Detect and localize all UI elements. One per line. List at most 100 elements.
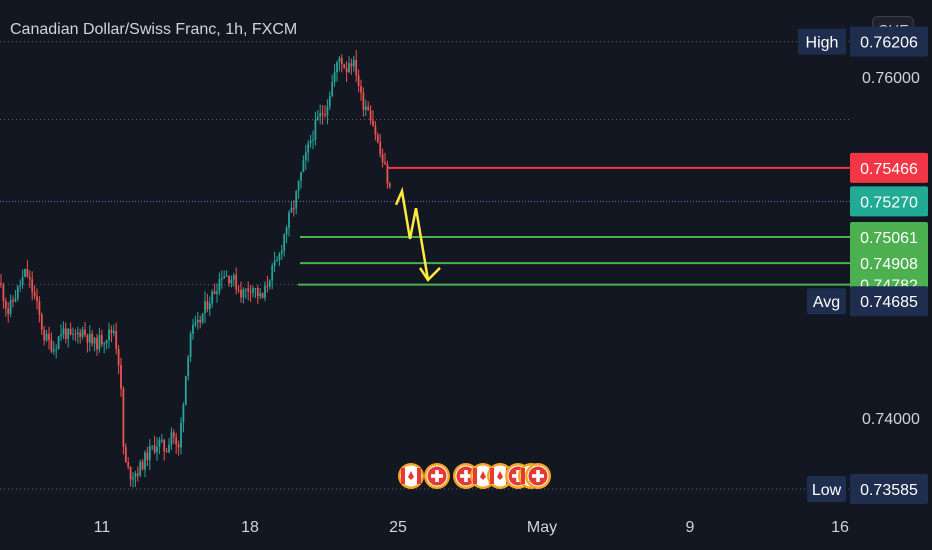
candle-body [331,82,334,97]
candle-body [386,164,389,184]
candle-body [352,60,355,67]
candle-body [240,289,242,298]
candle-body [247,288,250,292]
candle-body [50,339,53,352]
candle-body [88,333,91,343]
candle-body [213,291,216,295]
candle-body [369,110,372,121]
candle-body [60,334,62,337]
candle-body [81,329,84,337]
candle-body [304,152,307,161]
svg-text:0.76206: 0.76206 [860,35,918,52]
candle-body [261,293,264,299]
candle-body [19,285,22,287]
candle-body [36,296,38,302]
candle-body [12,300,14,302]
candle-body [115,331,118,349]
candle-body [372,120,374,126]
candle-body [146,452,149,461]
candle-body [180,422,182,448]
svg-text:0.74685: 0.74685 [860,294,918,311]
candle-body [314,119,317,140]
chf-flag-icon[interactable] [525,463,551,489]
y-tick-label: 0.76000 [862,70,920,87]
candle-body [204,301,206,314]
candle-body [64,328,67,339]
price-tag: 0.73585 Low [807,473,928,504]
candle-body [319,112,322,117]
candle-body [345,68,348,73]
candle-body [321,112,324,115]
candle-body [228,275,230,284]
candle-body [357,75,360,87]
candle-body [326,106,329,116]
candle-body [31,279,34,293]
candle-body [175,437,178,445]
candle-body [254,288,257,290]
candle-body [98,335,101,350]
candle-body [168,444,170,453]
candle-body [72,333,74,335]
candle-body [230,279,233,284]
candle-body [48,334,50,340]
candle-body [182,404,185,423]
candle-body [93,337,96,344]
candle-body [158,440,161,447]
candle-body [52,349,55,352]
candles [0,50,391,488]
svg-text:0.75270: 0.75270 [860,194,918,211]
candle-body [194,322,197,325]
candle-body [264,285,266,299]
candle-body [295,191,298,209]
y-tick-label: 0.74000 [862,411,920,428]
candle-body [26,268,29,277]
candle-body [40,314,43,330]
candle-body [148,446,151,461]
candle-body [136,473,139,476]
candle-body [96,337,98,350]
candle-body [223,276,226,279]
cad-flag-icon[interactable] [398,463,424,489]
projection-path [394,186,430,281]
candle-body [196,319,199,323]
candle-body [235,275,238,290]
candle-body [324,114,326,116]
svg-text:0.75466: 0.75466 [860,161,918,178]
candle-body [259,293,262,297]
price-tag-caption: Avg [813,294,840,311]
candle-body [100,335,103,345]
candle-body [156,446,158,453]
candle-body [120,365,122,389]
candle-body [177,444,180,448]
candle-body [132,477,134,480]
x-tick-label: 9 [686,519,695,536]
candle-body [218,279,221,292]
candle-body [336,62,338,73]
candle-body [0,283,2,285]
candle-body [129,466,132,480]
candle-body [86,334,89,343]
candle-body [216,291,218,295]
chf-flag-icon[interactable] [424,463,450,489]
candle-body [388,183,391,187]
candle-body [187,356,190,376]
price-tag: 0.75466 [850,152,928,183]
candle-body [24,268,26,277]
candle-body [110,329,113,334]
candle-body [276,260,278,262]
candle-body [21,276,24,286]
candle-body [266,285,269,287]
x-tick-label: 18 [241,519,259,536]
candle-body [91,333,94,344]
candle-body [206,301,209,310]
candle-body [244,288,247,290]
candle-body [38,301,41,315]
candle-body [105,340,108,344]
price-tag-caption-bg [798,28,846,55]
candle-body [43,329,46,341]
chart-title: Canadian Dollar/Swiss Franc, 1h, FXCM [10,21,298,38]
x-tick-label: 16 [831,519,849,536]
candle-body [290,207,293,213]
candle-body [151,445,154,447]
